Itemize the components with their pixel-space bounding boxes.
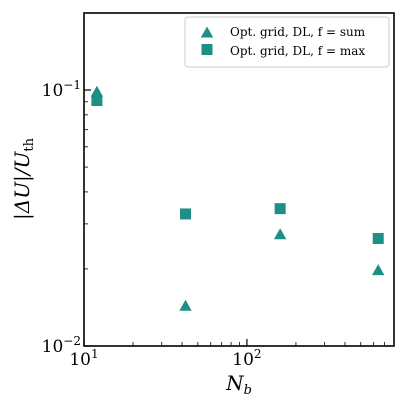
y-tick-label: 10−2: [42, 334, 81, 357]
legend-triangle-marker: [200, 26, 214, 38]
triangle-data-point: [372, 264, 385, 276]
y-axis-label: |ΔU|/Uth: [10, 137, 37, 220]
legend-label-sum: Opt. grid, DL, f = sum: [230, 25, 366, 39]
triangle-data-point: [179, 299, 192, 311]
square-data-point: [91, 95, 103, 107]
triangle-data-point: [273, 228, 287, 240]
square-data-point: [180, 208, 192, 220]
ticks: 101 102 10−2 10−1: [42, 12, 395, 370]
square-data-point: [274, 203, 286, 215]
plot-frame: [83, 12, 395, 347]
x-tick-label: 102: [232, 347, 261, 370]
legend-box: [184, 16, 390, 68]
legend-square-marker: [201, 44, 213, 55]
x-axis-label: Nb: [225, 371, 252, 398]
legend-label-max: Opt. grid, DL, f = max: [230, 44, 365, 58]
x-tick-label: 101: [69, 347, 98, 370]
triangle-data-point: [90, 85, 104, 97]
square-data-point: [372, 233, 384, 245]
y-tick-label: 10−1: [42, 78, 81, 101]
data-points: [90, 85, 385, 311]
legend: Opt. grid, DL, f = sum Opt. grid, DL, f …: [184, 16, 390, 68]
